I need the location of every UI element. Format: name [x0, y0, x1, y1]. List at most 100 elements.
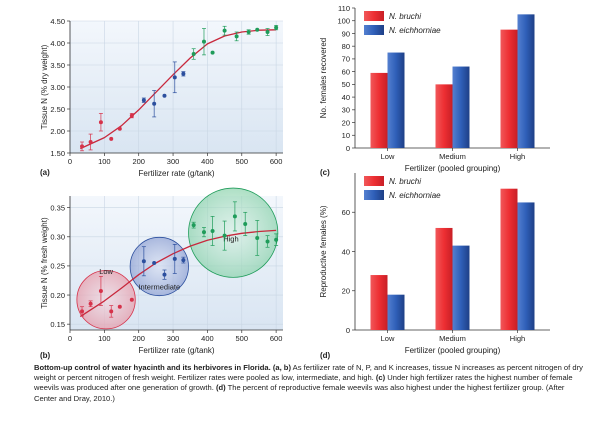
legend-swatch	[364, 190, 384, 200]
legend-label: N. eichhorniae	[389, 26, 441, 35]
panel-c: 0 10 20 30 40 50 60 70 80 90 100 110 Low Medium High Fe…	[319, 4, 550, 177]
y-tick-label: 4.00	[50, 39, 65, 48]
panel-label: (a)	[40, 168, 50, 177]
x-axis-label: Fertilizer rate (g/tank)	[138, 346, 214, 355]
x-tick-label: 200	[132, 157, 145, 166]
x-tick-label: 500	[236, 157, 249, 166]
y-tick-label: 80	[342, 42, 350, 51]
y-tick-label: 2.00	[50, 127, 65, 136]
x-axis-label: Fertilizer (pooled grouping)	[405, 164, 501, 173]
data-point	[129, 113, 134, 118]
y-tick-label: 60	[342, 67, 350, 76]
y-tick-label: 40	[342, 247, 350, 256]
group-label-high: High	[223, 235, 238, 244]
y-tick-label: 2.50	[50, 105, 65, 114]
data-point	[117, 304, 122, 309]
category-label: Medium	[439, 152, 466, 161]
panel-label: (c)	[320, 168, 330, 177]
data-point	[129, 297, 134, 302]
data-point	[109, 309, 114, 314]
category-label: Medium	[439, 334, 466, 343]
caption-text-3: The percent of reproductive female weevi…	[34, 383, 565, 403]
y-axis-label: Tissue N (% dry weight)	[40, 44, 49, 129]
panel-label: (b)	[40, 351, 51, 360]
data-point	[88, 140, 93, 144]
data-point	[222, 233, 227, 238]
data-point	[274, 237, 279, 242]
bar-n-bruchi	[435, 84, 453, 148]
y-tick-label: 100	[337, 17, 350, 26]
y-tick-label: 110	[338, 4, 350, 13]
data-point	[255, 235, 260, 240]
fit-curve	[79, 229, 277, 318]
group-circle-intermediate	[129, 236, 189, 297]
bar-n-eichhorniae	[387, 52, 405, 148]
legend-swatch	[364, 11, 384, 21]
bar-n-eichhorniae	[517, 202, 535, 330]
category-label: High	[510, 152, 525, 161]
x-tick-label: 300	[167, 157, 180, 166]
y-axis-label: Tissue N (% fresh weight)	[40, 217, 49, 309]
y-tick-label: 4.50	[50, 17, 65, 26]
figure-caption: Bottom-up control of water hyacinth and …	[34, 363, 586, 404]
legend-label: N. eichhorniae	[389, 191, 441, 200]
data-point	[172, 256, 177, 261]
y-tick-label: 0	[346, 326, 350, 335]
y-tick-label: 0.20	[50, 291, 65, 300]
y-tick-label: 40	[342, 93, 350, 102]
data-point	[181, 71, 186, 76]
category-label: Low	[381, 152, 395, 161]
x-tick-label: 0	[68, 157, 72, 166]
caption-label-d: (d)	[215, 383, 226, 393]
panel-label: (d)	[320, 351, 331, 360]
data-point	[109, 136, 114, 141]
caption-title: Bottom-up control of water hyacinth and …	[34, 363, 271, 372]
x-tick-label: 100	[98, 157, 111, 166]
panel-a: 1.50 2.00 2.50 3.00 3.50 4.00 4.50 0 100 200 300 40…	[40, 17, 283, 178]
caption-label-c: (c)	[375, 373, 386, 383]
y-axis-label: No. females recovered	[319, 38, 328, 118]
y-tick-label: 0.25	[50, 262, 65, 271]
y-tick-label: 1.50	[50, 149, 65, 158]
x-tick-label: 200	[132, 334, 145, 343]
data-point	[88, 301, 93, 306]
data-point	[222, 28, 227, 33]
y-tick-label: 0.30	[50, 233, 65, 242]
panel-d: 0 20 40 60 Low Medium High Fertilizer (pooled g…	[319, 173, 550, 360]
legend-label: N. bruchi	[389, 177, 421, 186]
y-tick-label: 60	[342, 208, 350, 217]
y-axis-label: Reproductive females (%)	[319, 205, 328, 297]
legend-label: N. bruchi	[389, 12, 421, 21]
data-point	[181, 258, 186, 263]
legend-swatch	[364, 25, 384, 35]
bar-n-bruchi	[435, 227, 453, 330]
x-tick-label: 400	[201, 157, 214, 166]
bar-n-eichhorniae	[387, 294, 405, 330]
x-axis-label: Fertilizer rate (g/tank)	[138, 169, 214, 178]
bar-n-bruchi	[370, 72, 388, 148]
group-circle-high	[188, 187, 279, 278]
data-point	[265, 239, 270, 244]
y-tick-label: 3.50	[50, 61, 65, 70]
data-point	[210, 228, 215, 233]
bar-n-bruchi	[500, 188, 518, 330]
y-tick-label: 20	[342, 118, 350, 127]
data-point	[265, 30, 270, 34]
data-point	[274, 25, 279, 30]
y-tick-label: 0.15	[50, 320, 65, 329]
bar-n-eichhorniae	[452, 66, 470, 148]
x-tick-label: 100	[98, 334, 111, 343]
data-point	[201, 230, 206, 235]
data-point	[162, 93, 167, 98]
caption-text-2: Under high fertilizer rates the highest …	[34, 373, 573, 393]
legend-swatch	[364, 176, 384, 186]
x-tick-label: 500	[236, 334, 249, 343]
data-point	[191, 223, 196, 228]
y-tick-label: 0	[346, 144, 350, 153]
data-point	[191, 52, 196, 56]
x-tick-label: 300	[167, 334, 180, 343]
y-tick-label: 3.00	[50, 83, 65, 92]
data-point	[152, 101, 157, 106]
data-point	[98, 120, 103, 125]
bar-n-bruchi	[500, 29, 518, 148]
